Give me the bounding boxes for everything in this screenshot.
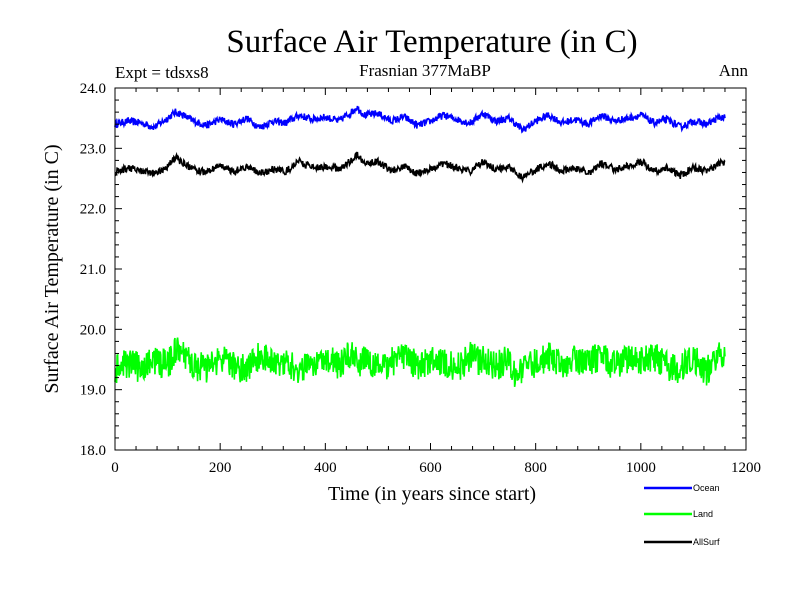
plot-frame [114, 87, 747, 451]
y-tick-label: 21.0 [80, 262, 106, 278]
chart-title: Surface Air Temperature (in C) [226, 24, 637, 60]
y-tick-label: 22.0 [80, 202, 106, 218]
x-axis-label: Time (in years since start) [328, 483, 536, 505]
legend-label-ocean: Ocean [693, 483, 720, 493]
y-tick-label: 19.0 [80, 383, 106, 399]
series-line-allsurf [114, 151, 726, 184]
y-tick-label: 23.0 [80, 141, 106, 157]
y-tick-label: 18.0 [80, 443, 106, 459]
series-line-land [114, 337, 726, 388]
series-layer [114, 105, 726, 388]
x-tick-label: 1200 [731, 460, 761, 476]
ticks-layer [114, 87, 747, 451]
legend-label-land: Land [693, 509, 713, 519]
x-tick-label: 600 [419, 460, 442, 476]
y-tick-label: 20.0 [80, 322, 106, 338]
x-tick-label: 200 [209, 460, 232, 476]
x-tick-label: 800 [524, 460, 547, 476]
tick-labels: 0 200 400 600 800 1000 1200 18.0 19.0 20.0 21.0 22.… [80, 81, 761, 476]
experiment-label: Expt = tdsxs8 [115, 63, 209, 82]
y-axis-label: Surface Air Temperature (in C) [41, 144, 63, 393]
legend: Ocean Land AllSurf [644, 483, 720, 547]
season-label: Ann [719, 61, 749, 80]
x-tick-label: 0 [111, 460, 119, 476]
y-tick-label: 24.0 [80, 81, 106, 97]
x-tick-label: 1000 [626, 460, 656, 476]
x-tick-label: 400 [314, 460, 337, 476]
period-label: Frasnian 377MaBP [359, 61, 491, 80]
legend-label-allsurf: AllSurf [693, 537, 720, 547]
series-line-ocean [114, 105, 726, 134]
